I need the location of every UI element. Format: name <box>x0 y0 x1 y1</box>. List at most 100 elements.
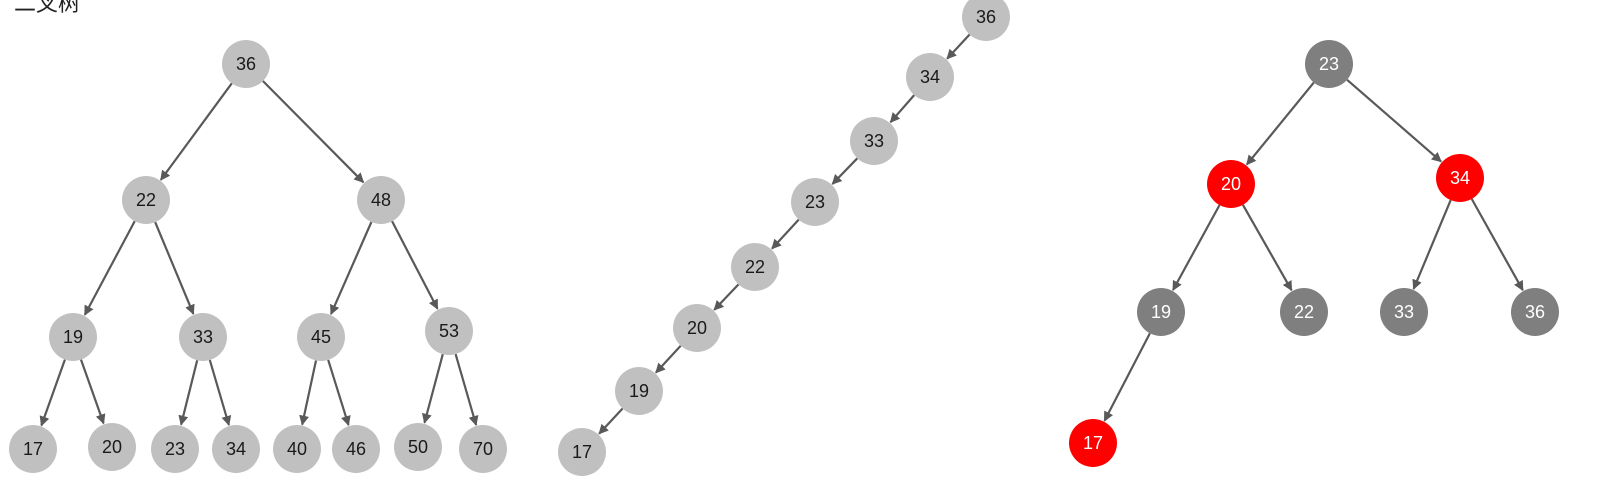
edge-red-black-tree-c23-c34 <box>1346 78 1442 163</box>
edge-degenerate-bst-b23-b22 <box>771 218 800 250</box>
node-circle <box>394 423 442 471</box>
node-circle <box>558 428 606 476</box>
node-label: 19 <box>1151 302 1171 322</box>
edge-balanced-bst-a45-a40 <box>299 360 318 426</box>
node-circle <box>297 313 345 361</box>
node-circle <box>332 425 380 473</box>
edge-balanced-bst-a48-a45 <box>329 221 373 316</box>
node-circle <box>1511 288 1559 336</box>
node-label: 22 <box>136 190 156 210</box>
tree-node-red-black-tree-23: 23 <box>1305 40 1353 88</box>
node-circle <box>1280 288 1328 336</box>
node-circle <box>179 313 227 361</box>
edge-balanced-bst-a19-a20 <box>79 359 106 425</box>
edge-balanced-bst-a36-a22 <box>159 82 233 181</box>
tree-node-balanced-bst-22: 22 <box>122 176 170 224</box>
tree-node-balanced-bst-53: 53 <box>425 307 473 355</box>
node-circle <box>615 367 663 415</box>
edge-red-black-tree-c19-c17 <box>1103 332 1151 422</box>
node-label: 36 <box>976 7 996 27</box>
node-label: 23 <box>1319 54 1339 74</box>
tree-node-balanced-bst-20: 20 <box>88 423 136 471</box>
edge-balanced-bst-a22-a33 <box>154 221 195 315</box>
tree-node-red-black-tree-20: 20 <box>1207 160 1255 208</box>
node-circle <box>49 313 97 361</box>
node-circle <box>1137 288 1185 336</box>
node-label: 46 <box>346 439 366 459</box>
node-circle <box>962 0 1010 41</box>
node-circle <box>1207 160 1255 208</box>
node-label: 36 <box>236 54 256 74</box>
node-circle <box>357 176 405 224</box>
node-label: 20 <box>102 437 122 457</box>
node-label: 20 <box>687 318 707 338</box>
node-label: 22 <box>1294 302 1314 322</box>
node-circle <box>673 304 721 352</box>
node-label: 48 <box>371 190 391 210</box>
edge-balanced-bst-a33-a23 <box>178 360 199 426</box>
edge-balanced-bst-a33-a34 <box>208 359 232 426</box>
node-label: 53 <box>439 321 459 341</box>
node-label: 33 <box>1394 302 1414 322</box>
tree-node-balanced-bst-34: 34 <box>212 425 260 473</box>
edge-balanced-bst-a45-a46 <box>327 359 351 427</box>
tree-node-red-black-tree-33: 33 <box>1380 288 1428 336</box>
node-circle <box>1069 419 1117 467</box>
node-circle <box>791 178 839 226</box>
tree-node-balanced-bst-17: 17 <box>9 425 57 473</box>
node-label: 50 <box>408 437 428 457</box>
tree-node-degenerate-bst-33: 33 <box>850 117 898 165</box>
tree-node-degenerate-bst-36: 36 <box>962 0 1010 41</box>
node-circle <box>88 423 136 471</box>
tree-node-degenerate-bst-22: 22 <box>731 243 779 291</box>
edge-degenerate-bst-b36-b34 <box>946 33 971 60</box>
node-label: 45 <box>311 327 331 347</box>
tree-node-balanced-bst-23: 23 <box>151 425 199 473</box>
edge-red-black-tree-c34-c36 <box>1470 198 1524 292</box>
node-circle <box>850 117 898 165</box>
tree-node-balanced-bst-46: 46 <box>332 425 380 473</box>
tree-node-red-black-tree-36: 36 <box>1511 288 1559 336</box>
node-label: 34 <box>920 67 940 87</box>
node-circle <box>425 307 473 355</box>
tree-node-red-black-tree-17: 17 <box>1069 419 1117 467</box>
node-circle <box>459 425 507 473</box>
node-label: 20 <box>1221 174 1241 194</box>
edge-balanced-bst-a22-a19 <box>83 220 136 316</box>
tree-node-balanced-bst-40: 40 <box>273 425 321 473</box>
node-label: 23 <box>805 192 825 212</box>
tree-node-degenerate-bst-19: 19 <box>615 367 663 415</box>
node-label: 33 <box>864 131 884 151</box>
tree-node-red-black-tree-19: 19 <box>1137 288 1185 336</box>
node-label: 17 <box>23 439 43 459</box>
edge-degenerate-bst-b22-b20 <box>713 283 740 311</box>
node-circle <box>273 425 321 473</box>
node-circle <box>731 243 779 291</box>
node-circle <box>151 425 199 473</box>
edge-red-black-tree-c34-c33 <box>1412 199 1452 290</box>
tree-node-balanced-bst-36: 36 <box>222 40 270 88</box>
diagram-caption: 二叉树 <box>14 0 81 17</box>
node-label: 17 <box>572 442 592 462</box>
node-label: 34 <box>226 439 246 459</box>
tree-node-balanced-bst-45: 45 <box>297 313 345 361</box>
tree-node-balanced-bst-50: 50 <box>394 423 442 471</box>
node-label: 19 <box>63 327 83 347</box>
node-circle <box>222 40 270 88</box>
node-label: 36 <box>1525 302 1545 322</box>
node-circle <box>9 425 57 473</box>
node-circle <box>906 53 954 101</box>
tree-node-degenerate-bst-34: 34 <box>906 53 954 101</box>
edge-red-black-tree-c23-c20 <box>1245 81 1315 166</box>
node-label: 17 <box>1083 433 1103 453</box>
edge-degenerate-bst-b33-b23 <box>831 157 859 185</box>
tree-node-balanced-bst-48: 48 <box>357 176 405 224</box>
edge-degenerate-bst-b34-b33 <box>889 94 916 123</box>
node-label: 19 <box>629 381 649 401</box>
node-label: 40 <box>287 439 307 459</box>
edge-balanced-bst-a53-a70 <box>454 353 479 426</box>
tree-node-balanced-bst-70: 70 <box>459 425 507 473</box>
node-label: 70 <box>473 439 493 459</box>
